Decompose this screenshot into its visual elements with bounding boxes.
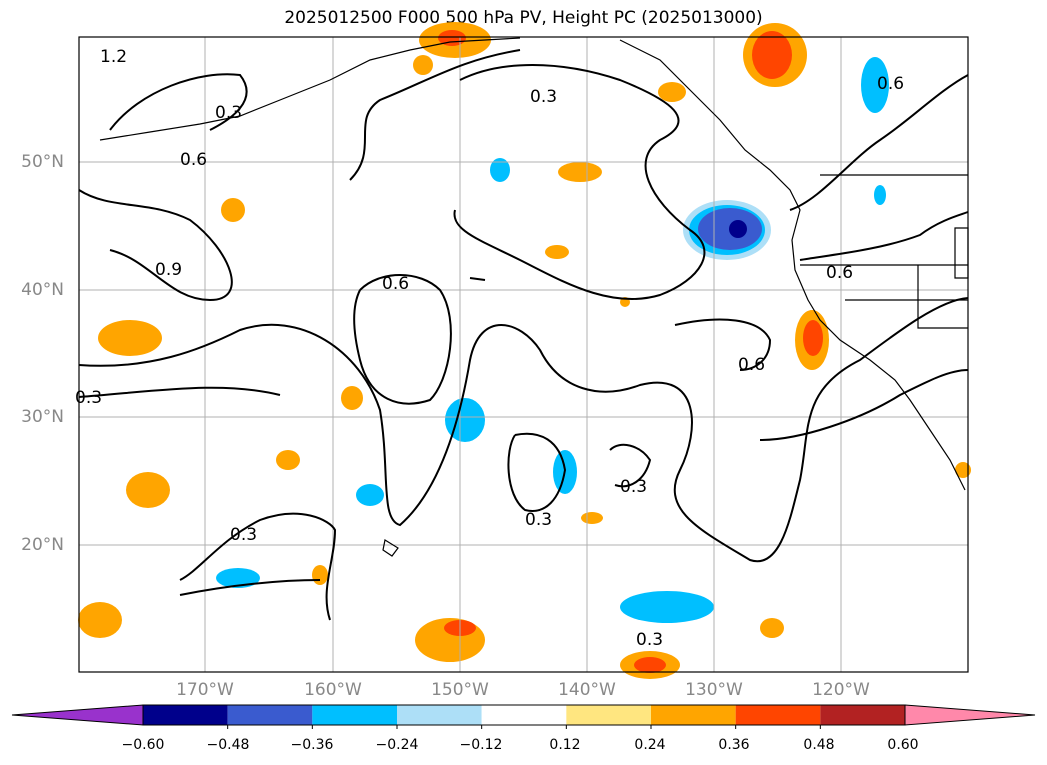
- contour-label: 0.3: [75, 388, 102, 408]
- pv-fill-patches: [78, 22, 971, 679]
- colorbar-extend-max: [904, 704, 1036, 726]
- colorbar-tick: 0.60: [887, 737, 919, 753]
- contour-label: 0.6: [877, 74, 904, 94]
- lat-label-50n: 50°N: [21, 152, 64, 172]
- contours: [78, 49, 969, 621]
- colorbar-frame: [142, 704, 906, 726]
- colorbar: [11, 704, 1036, 729]
- lat-label-40n: 40°N: [21, 280, 64, 300]
- contour-label: 0.3: [230, 525, 257, 545]
- contour-label: 0.6: [826, 263, 853, 283]
- contour-label: 0.6: [738, 355, 765, 375]
- colorbar-tick: 0.48: [803, 737, 835, 753]
- contour-label: 0.3: [636, 630, 663, 650]
- contour-label: 0.3: [620, 477, 647, 497]
- lon-label-120w: 120°W: [812, 680, 870, 700]
- lon-label-130w: 130°W: [685, 680, 743, 700]
- map-frame: [78, 36, 969, 673]
- colorbar-tick: −0.12: [459, 737, 503, 753]
- contour-label: 0.6: [180, 150, 207, 170]
- colorbar-tick: 0.36: [718, 737, 750, 753]
- colorbar-box: [481, 705, 567, 725]
- contour-label: 0.3: [215, 103, 242, 123]
- contour-label-group: 1.2 0.3 0.6 0.9 0.6 0.3 0.3 0.6 0.6 0.3 …: [75, 47, 904, 650]
- colorbar-box: [312, 705, 397, 725]
- colorbar-box: [397, 705, 482, 725]
- map-title: 2025012500 F000 500 hPa PV, Height PC (2…: [284, 8, 763, 28]
- colorbar-box: [651, 705, 736, 725]
- colorbar-tick: −0.36: [290, 737, 334, 753]
- colorbar-tick: 0.24: [634, 737, 666, 753]
- colorbar-box: [566, 705, 651, 725]
- lon-label-160w: 160°W: [304, 680, 362, 700]
- lat-label-20n: 20°N: [21, 535, 64, 555]
- contour-label: 0.3: [530, 87, 557, 107]
- contour-label: 0.9: [155, 260, 182, 280]
- colorbar-extend-min: [11, 704, 144, 726]
- colorbar-tick: −0.48: [206, 737, 250, 753]
- colorbar-box: [143, 705, 228, 725]
- lon-label-170w: 170°W: [176, 680, 234, 700]
- colorbar-box: [820, 705, 905, 725]
- colorbar-tick: −0.24: [375, 737, 419, 753]
- lon-label-140w: 140°W: [558, 680, 616, 700]
- lat-label-30n: 30°N: [21, 407, 64, 427]
- contour-label: 0.3: [525, 510, 552, 530]
- colorbar-box: [735, 705, 821, 725]
- contour-label: 0.6: [382, 274, 409, 294]
- colorbar-tick: −0.60: [121, 737, 165, 753]
- colorbar-box: [227, 705, 313, 725]
- contour-label: 1.2: [100, 47, 127, 67]
- lon-label-150w: 150°W: [431, 680, 489, 700]
- colorbar-tick: 0.12: [549, 737, 581, 753]
- gridlines: [79, 37, 968, 672]
